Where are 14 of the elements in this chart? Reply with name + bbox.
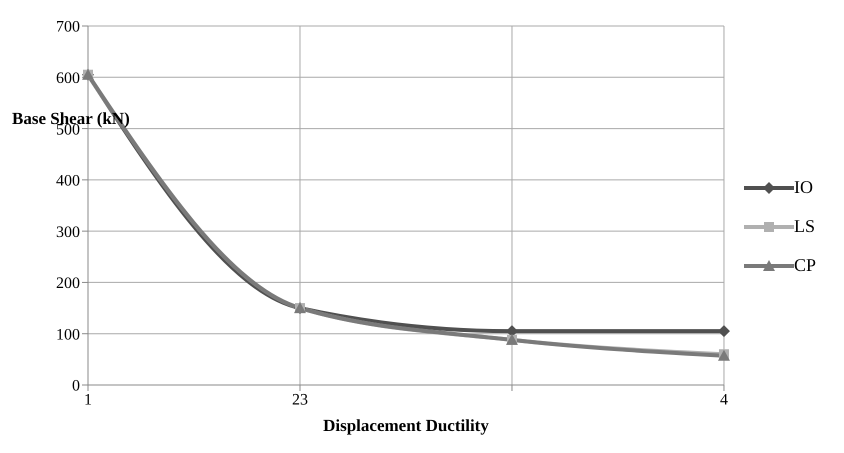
- y-tick-label: 0: [72, 378, 80, 395]
- y-tick-label: 700: [56, 18, 80, 36]
- x-tick-label: 1: [84, 391, 92, 408]
- y-tick-label: 300: [56, 224, 80, 241]
- legend-label: CP: [794, 255, 816, 276]
- x-tick-label: 23: [292, 391, 308, 408]
- y-tick-label: 200: [56, 275, 80, 292]
- y-tick-label: 600: [56, 70, 80, 87]
- y-tick-label: 400: [56, 172, 80, 190]
- legend-label: LS: [794, 216, 815, 237]
- legend-label: IO: [794, 177, 813, 198]
- y-tick-label: 100: [56, 326, 80, 344]
- x-tick-label: 4: [720, 391, 728, 408]
- x-axis-title: Displacement Ductility: [323, 416, 490, 435]
